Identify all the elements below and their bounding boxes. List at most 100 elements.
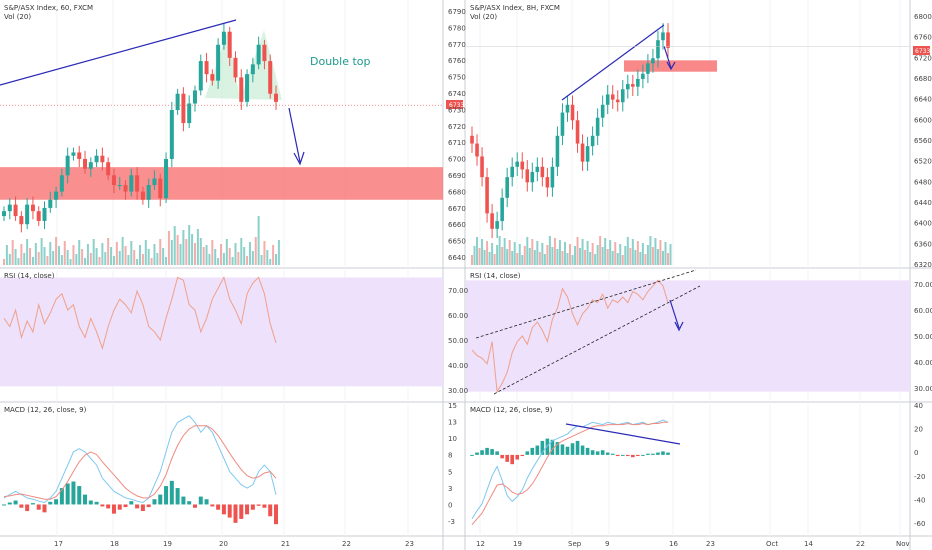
left-price-tick: 6720 — [448, 123, 466, 131]
volume-bar — [55, 237, 58, 265]
macd-hist-bar — [480, 450, 484, 455]
macd-hist-bar — [250, 504, 255, 510]
candle-body — [111, 175, 116, 186]
macd-hist-bar — [600, 450, 605, 455]
right-macd-tick: -60 — [914, 520, 925, 528]
volume-bar — [667, 253, 669, 265]
volume-bar — [110, 247, 113, 265]
macd-hist-bar — [595, 451, 600, 455]
volume-bar — [538, 252, 541, 265]
macd-hist-bar — [204, 499, 209, 505]
macd-hist-bar — [525, 451, 530, 455]
left-x-tick: 21 — [281, 540, 290, 548]
right-rsi-tick: 30.00 — [914, 385, 932, 393]
macd-hist-bar — [2, 504, 6, 506]
volume-bar — [193, 243, 196, 265]
signal-line — [471, 421, 668, 526]
volume-bar — [196, 229, 199, 265]
right-x-tick: Oct — [766, 540, 778, 548]
left-rsi-pane[interactable] — [0, 276, 443, 387]
macd-hist-bar — [71, 481, 76, 505]
candle-body — [250, 64, 255, 75]
right-macd-pane[interactable] — [470, 419, 681, 526]
volume-bar — [651, 247, 654, 265]
volume-bar — [231, 257, 234, 265]
volume-bar — [121, 237, 124, 265]
volume-bar — [566, 253, 569, 265]
candle-body — [59, 175, 64, 192]
candle-body — [565, 104, 570, 113]
volume-bar — [225, 239, 228, 265]
left-x-tick: 18 — [110, 540, 119, 548]
volume-bar — [17, 258, 20, 265]
candle-body — [641, 73, 645, 79]
volume-bar — [508, 240, 511, 265]
volume-bar — [569, 244, 571, 265]
macd-hist-bar — [239, 504, 244, 519]
candle-body — [500, 197, 504, 222]
candle-body — [540, 166, 545, 178]
volume-bar — [631, 239, 634, 265]
macd-hist-bar — [620, 454, 625, 456]
down-arrow-line — [663, 45, 672, 69]
left-price-tick: 6730 — [448, 106, 466, 114]
candle-body — [19, 216, 24, 225]
right-rsi-tick: 40.00 — [914, 359, 932, 367]
right-price-tick: 6400 — [914, 220, 932, 228]
left-macd-pane[interactable] — [2, 415, 278, 525]
volume-bar — [644, 254, 647, 265]
volume-bar — [606, 249, 609, 265]
candle-body — [100, 155, 105, 163]
left-price-tick: 6790 — [448, 8, 466, 16]
left-last-price-badge — [446, 100, 463, 109]
candle-body — [595, 117, 600, 136]
macd-line — [471, 419, 669, 520]
volume-bar — [619, 244, 622, 265]
volume-bar — [124, 246, 127, 265]
macd-hist-bar — [646, 453, 650, 455]
macd-hist-bar — [530, 447, 535, 455]
volume-bar — [591, 243, 594, 265]
volume-bar — [561, 251, 564, 265]
down-arrow-head — [666, 61, 676, 71]
left-price-tick: 6690 — [448, 172, 466, 180]
volume-bar — [52, 251, 55, 265]
left-macd-tick: 8 — [448, 452, 452, 460]
right-rsi-label: RSI (14, close) — [470, 272, 521, 280]
volume-bar — [488, 252, 491, 265]
volume-bar — [493, 254, 496, 265]
rsi-lower-channel — [493, 285, 701, 395]
right-x-tick: 23 — [706, 540, 715, 548]
right-price-tick: 6800 — [914, 13, 932, 21]
right-macd-tick: -40 — [914, 496, 925, 504]
volume-bar — [639, 252, 642, 265]
volume-bar — [107, 238, 110, 265]
right-price-tick: 6520 — [914, 158, 932, 166]
volume-bar — [626, 237, 629, 265]
volume-bar — [176, 235, 179, 265]
right-macd-label: MACD (12, 26, close, 9) — [470, 406, 553, 414]
right-rsi-pane[interactable] — [466, 269, 910, 395]
left-rsi-tick: 30.00 — [448, 387, 468, 395]
candle-body — [158, 178, 163, 199]
volume-bar — [473, 246, 476, 265]
volume-bar — [634, 250, 637, 265]
right-volume-label: Vol (20) — [470, 13, 497, 21]
candle-body — [227, 31, 232, 58]
volume-bar — [269, 259, 272, 265]
volume-bar — [202, 247, 205, 265]
macd-hist-bar — [641, 454, 645, 456]
volume-bar — [141, 254, 144, 265]
macd-hist-bar — [535, 445, 540, 455]
candle-body — [575, 120, 580, 144]
macd-hist-bar — [48, 501, 53, 505]
macd-hist-bar — [7, 502, 12, 505]
candle-body — [661, 32, 665, 41]
volume-bar — [208, 254, 211, 265]
volume-bar — [624, 246, 627, 265]
volume-bar — [263, 241, 266, 265]
macd-hist-bar — [666, 452, 670, 455]
candle-body — [515, 161, 520, 167]
